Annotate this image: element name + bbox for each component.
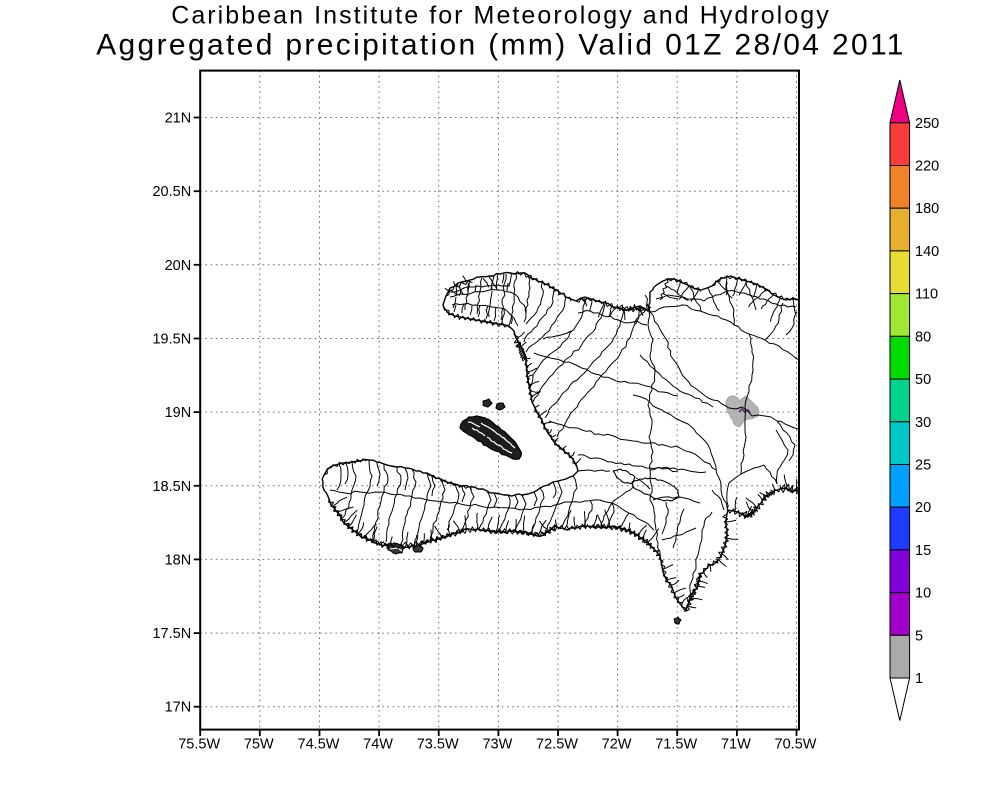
svg-text:140: 140 bbox=[915, 244, 939, 260]
svg-text:19.5N: 19.5N bbox=[152, 332, 191, 348]
svg-text:1: 1 bbox=[915, 671, 923, 687]
svg-text:10: 10 bbox=[915, 586, 931, 602]
svg-text:80: 80 bbox=[915, 329, 931, 345]
svg-text:17.5N: 17.5N bbox=[152, 626, 191, 642]
svg-text:17N: 17N bbox=[165, 700, 192, 716]
svg-text:25: 25 bbox=[915, 458, 931, 474]
svg-text:73.5W: 73.5W bbox=[417, 737, 459, 753]
svg-text:250: 250 bbox=[915, 116, 939, 132]
svg-text:18.5N: 18.5N bbox=[152, 479, 191, 495]
svg-text:74W: 74W bbox=[363, 737, 393, 753]
svg-text:71W: 71W bbox=[721, 737, 751, 753]
svg-text:70.5W: 70.5W bbox=[775, 737, 817, 753]
svg-text:19N: 19N bbox=[165, 405, 192, 421]
svg-text:5: 5 bbox=[915, 628, 923, 644]
svg-text:18N: 18N bbox=[165, 552, 192, 568]
svg-text:30: 30 bbox=[915, 415, 931, 431]
svg-text:73W: 73W bbox=[482, 737, 512, 753]
svg-text:72.5W: 72.5W bbox=[536, 737, 578, 753]
svg-text:75W: 75W bbox=[244, 737, 274, 753]
svg-text:20: 20 bbox=[915, 500, 931, 516]
svg-text:74.5W: 74.5W bbox=[298, 737, 340, 753]
svg-text:220: 220 bbox=[915, 159, 939, 175]
svg-text:Aggregated precipitation (mm): Aggregated precipitation (mm) Valid 01Z … bbox=[96, 29, 906, 62]
svg-text:21N: 21N bbox=[165, 111, 192, 127]
svg-text:72W: 72W bbox=[602, 737, 632, 753]
svg-text:Caribbean Institute for Meteor: Caribbean Institute for Meteorology and … bbox=[171, 2, 831, 30]
svg-text:20.5N: 20.5N bbox=[152, 184, 191, 200]
svg-text:71.5W: 71.5W bbox=[655, 737, 697, 753]
svg-text:110: 110 bbox=[915, 287, 938, 303]
svg-text:180: 180 bbox=[915, 201, 939, 217]
svg-text:15: 15 bbox=[915, 543, 931, 559]
svg-text:50: 50 bbox=[915, 372, 931, 388]
svg-text:75.5W: 75.5W bbox=[178, 737, 220, 753]
svg-text:20N: 20N bbox=[165, 258, 192, 274]
